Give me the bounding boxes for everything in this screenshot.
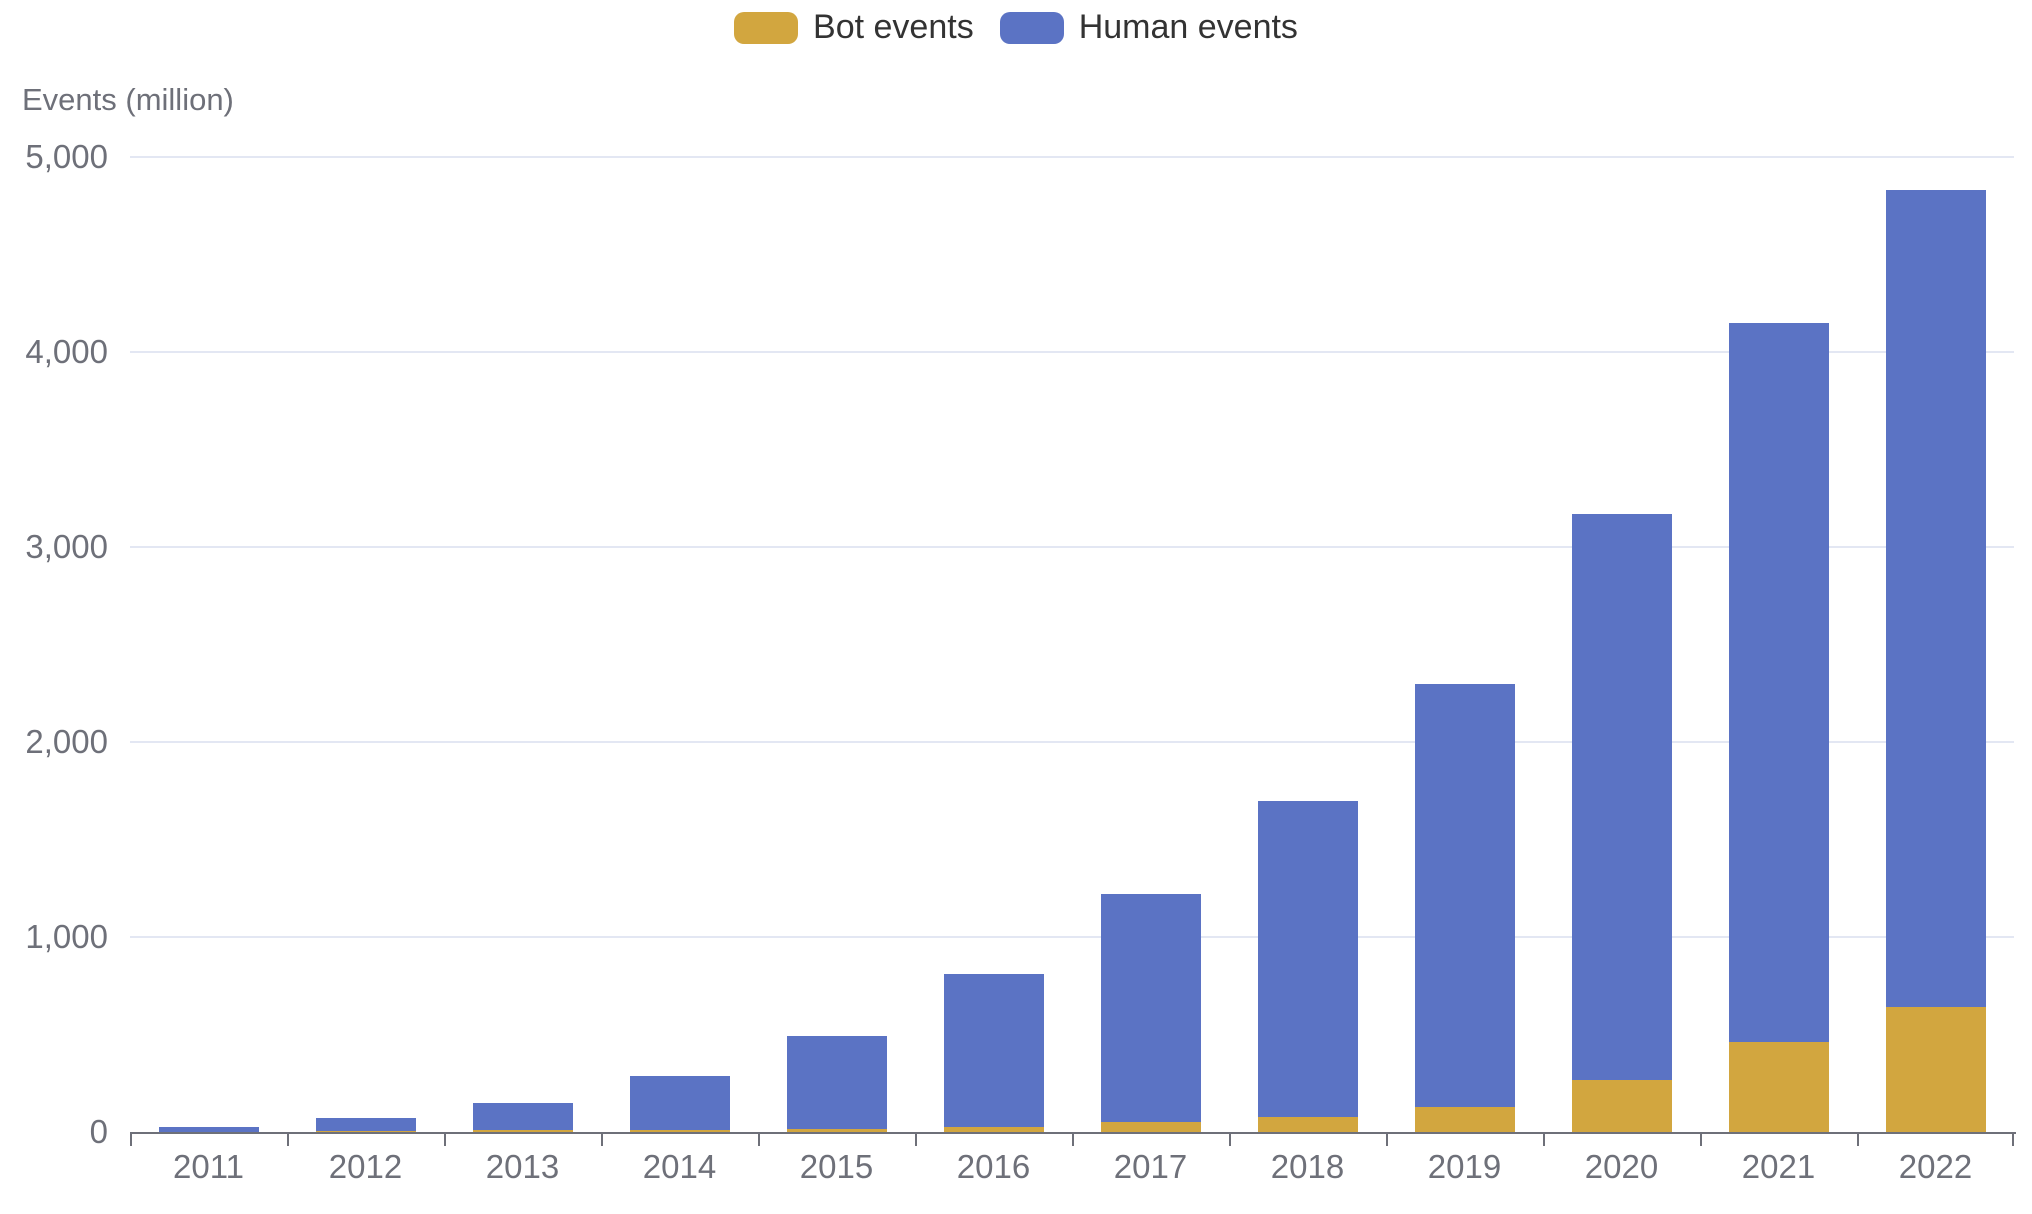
y-axis-title: Events (million) [22, 82, 234, 117]
bot-events-segment-2018[interactable] [1257, 1117, 1358, 1132]
x-tick-label-2011: 2011 [173, 1148, 244, 1185]
legend: Bot events Human events [0, 8, 2032, 47]
legend-item-bot-events[interactable]: Bot events [734, 8, 974, 47]
x-tick-label-2014: 2014 [642, 1148, 717, 1185]
x-axis-labels: 2011 2012 2013 2014 2015 2016 2017 2018 2019 2020… [130, 1148, 2014, 1186]
human-events-segment-2012[interactable] [315, 1118, 416, 1132]
human-events-segment-2020[interactable] [1571, 513, 1672, 1081]
bar-group-2015 [758, 157, 915, 1132]
x-tick-label-2017: 2017 [1113, 1148, 1188, 1185]
bar-group-2013 [444, 157, 601, 1132]
human-events-segment-2016[interactable] [943, 974, 1044, 1128]
stacked-bar-2019 [1414, 157, 1515, 1132]
y-tick-label-0: 0 [89, 1113, 108, 1150]
gridline-1000 [130, 936, 2014, 938]
y-tick-label-1000: 1,000 [25, 918, 108, 955]
stacked-bar-2018 [1257, 157, 1358, 1132]
x-axis-tick-8 [1386, 1132, 1388, 1146]
x-axis-tick-7 [1229, 1132, 1231, 1146]
stacked-bar-2021 [1728, 157, 1829, 1132]
x-tick-label-2013: 2013 [485, 1148, 560, 1185]
bot-events-segment-2017[interactable] [1100, 1122, 1201, 1132]
human-events-segment-2022[interactable] [1885, 190, 1986, 1008]
x-axis-tick-12 [2012, 1132, 2014, 1146]
x-axis-tick-4 [758, 1132, 760, 1146]
x-axis-tick-0 [130, 1132, 132, 1146]
human-events-segment-2019[interactable] [1414, 683, 1515, 1107]
x-tick-label-2016: 2016 [956, 1148, 1031, 1185]
y-tick-label-4000: 4,000 [25, 333, 108, 370]
stacked-bar-2022 [1885, 157, 1986, 1132]
gridline-3000 [130, 546, 2014, 548]
legend-swatch-human-events-icon [999, 11, 1064, 44]
bot-events-segment-2015[interactable] [786, 1129, 887, 1132]
bar-group-2014 [601, 157, 758, 1132]
stacked-bar-2020 [1571, 157, 1672, 1132]
x-tick-label-2022: 2022 [1898, 1148, 1973, 1185]
gridline-5000 [130, 156, 2014, 158]
x-axis-tick-5 [915, 1132, 917, 1146]
y-tick-label-5000: 5,000 [25, 138, 108, 175]
bar-group-2016 [915, 157, 1072, 1132]
legend-item-human-events[interactable]: Human events [999, 8, 1298, 47]
stacked-bar-2012 [315, 157, 416, 1132]
stacked-bar-2016 [943, 157, 1044, 1132]
stacked-bar-2013 [472, 157, 573, 1132]
x-axis-tick-9 [1543, 1132, 1545, 1146]
bot-events-segment-2014[interactable] [629, 1130, 730, 1132]
bar-group-2011 [130, 157, 287, 1132]
x-tick-label-2018: 2018 [1270, 1148, 1345, 1185]
bars-layer [130, 157, 2014, 1132]
human-events-segment-2017[interactable] [1100, 894, 1201, 1123]
bot-events-segment-2022[interactable] [1885, 1007, 1986, 1132]
stacked-bar-2014 [629, 157, 730, 1132]
bar-group-2020 [1543, 157, 1700, 1132]
human-events-segment-2015[interactable] [786, 1036, 887, 1130]
bar-group-2018 [1229, 157, 1386, 1132]
x-tick-label-2020: 2020 [1584, 1148, 1659, 1185]
plot-area [130, 156, 2014, 1132]
x-axis-tick-10 [1700, 1132, 1702, 1146]
bar-group-2012 [287, 157, 444, 1132]
x-tick-label-2019: 2019 [1427, 1148, 1502, 1185]
x-axis-tick-2 [444, 1132, 446, 1146]
human-events-segment-2011[interactable] [158, 1127, 259, 1132]
bar-group-2021 [1700, 157, 1857, 1132]
bot-events-segment-2021[interactable] [1728, 1042, 1829, 1132]
bot-events-segment-2016[interactable] [943, 1127, 1044, 1132]
bar-group-2019 [1386, 157, 1543, 1132]
x-axis-tick-11 [1857, 1132, 1859, 1146]
bot-events-segment-2019[interactable] [1414, 1106, 1515, 1132]
stacked-bar-2017 [1100, 157, 1201, 1132]
legend-label-human-events: Human events [1078, 8, 1298, 46]
x-axis-tick-3 [601, 1132, 603, 1146]
x-tick-label-2012: 2012 [328, 1148, 403, 1185]
bar-group-2017 [1072, 157, 1229, 1132]
x-axis-tick-1 [287, 1132, 289, 1146]
legend-swatch-bot-events-icon [734, 11, 799, 44]
bot-events-segment-2013[interactable] [472, 1130, 573, 1132]
stacked-bar-2011 [158, 157, 259, 1132]
bot-events-segment-2020[interactable] [1571, 1080, 1672, 1132]
x-tick-label-2015: 2015 [799, 1148, 874, 1185]
y-tick-label-2000: 2,000 [25, 723, 108, 760]
human-events-segment-2013[interactable] [472, 1102, 573, 1131]
gridline-4000 [130, 351, 2014, 353]
gridline-2000 [130, 741, 2014, 743]
human-events-segment-2018[interactable] [1257, 800, 1358, 1118]
legend-label-bot-events: Bot events [813, 8, 974, 46]
y-tick-label-3000: 3,000 [25, 528, 108, 565]
human-events-segment-2014[interactable] [629, 1076, 730, 1131]
x-tick-label-2021: 2021 [1741, 1148, 1816, 1185]
x-axis-tick-6 [1072, 1132, 1074, 1146]
bot-events-segment-2012[interactable] [315, 1131, 416, 1132]
stacked-bar-2015 [786, 157, 887, 1132]
human-events-segment-2021[interactable] [1728, 322, 1829, 1043]
bar-group-2022 [1857, 157, 2014, 1132]
